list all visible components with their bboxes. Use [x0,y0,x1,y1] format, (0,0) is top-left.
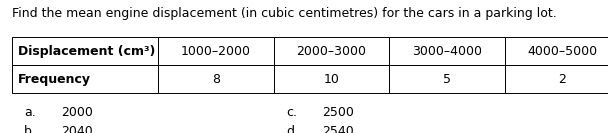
Text: c.: c. [286,106,297,119]
Text: 2: 2 [559,73,566,86]
Text: 3000–4000: 3000–4000 [412,45,482,58]
Text: 2500: 2500 [322,106,354,119]
Text: d.: d. [286,125,298,133]
Text: 2000: 2000 [61,106,92,119]
Text: 5: 5 [443,73,451,86]
Bar [389,65,505,93]
Bar [12,65,158,93]
Text: 8: 8 [212,73,220,86]
Text: 1000–2000: 1000–2000 [181,45,251,58]
Text: 2000–3000: 2000–3000 [296,45,367,58]
Text: 2540: 2540 [322,125,354,133]
Text: 10: 10 [323,73,339,86]
Text: 2040: 2040 [61,125,92,133]
Bar [389,37,505,65]
Bar [274,65,389,93]
Text: Displacement (cm³): Displacement (cm³) [18,45,156,58]
Text: b.: b. [24,125,36,133]
Bar [274,37,389,65]
Bar [158,65,274,93]
Bar [158,37,274,65]
Text: Frequency: Frequency [18,73,91,86]
Bar [505,65,608,93]
Text: Find the mean engine displacement (in cubic centimetres) for the cars in a parki: Find the mean engine displacement (in cu… [12,7,557,20]
Bar [505,37,608,65]
Text: 4000–5000: 4000–5000 [527,45,598,58]
Bar [12,37,158,65]
Text: a.: a. [24,106,36,119]
